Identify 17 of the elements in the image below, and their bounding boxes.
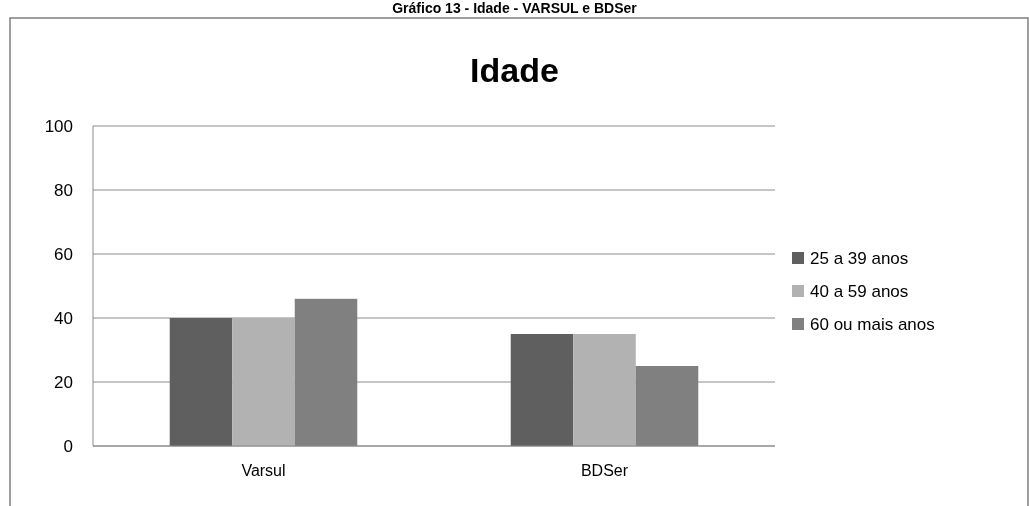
y-tick-label: 0 — [63, 436, 73, 456]
chart-title: Gráfico 13 - Idade - VARSUL e BDSer — [392, 0, 638, 16]
y-tick-label: 60 — [54, 244, 73, 264]
x-tick-label: BDSer — [580, 462, 629, 479]
bar — [232, 318, 295, 446]
bar — [169, 318, 233, 446]
y-tick-label: 100 — [44, 116, 73, 136]
y-tick-label: 20 — [54, 372, 73, 392]
bar — [510, 334, 574, 446]
y-tick-label: 40 — [54, 308, 73, 328]
legend-label: 40 a 59 anos — [810, 281, 909, 301]
y-tick-label: 80 — [54, 180, 73, 200]
legend-label: 60 ou mais anos — [810, 314, 935, 334]
bar — [573, 334, 636, 446]
chart-subtitle: Idade — [470, 51, 559, 89]
legend-label: 25 a 39 anos — [810, 248, 909, 268]
x-tick-label: Varsul — [241, 462, 286, 479]
